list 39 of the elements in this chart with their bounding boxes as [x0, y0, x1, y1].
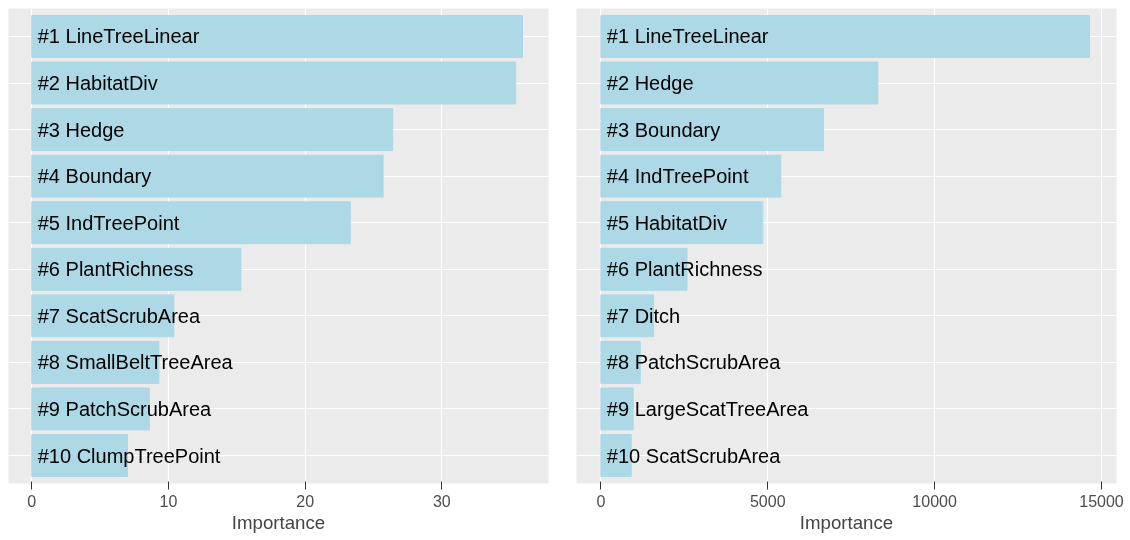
y-tick-label: #5 IndTreePoint [37, 211, 180, 234]
y-tick-label: #2 HabitatDiv [37, 72, 158, 95]
y-tick-label: #8 PatchScrubArea [606, 351, 782, 374]
bar [31, 108, 394, 152]
x-tick-label: 20 [296, 492, 315, 510]
x-axis-title: Importance [231, 511, 326, 533]
x-tick-label: 0 [596, 492, 606, 510]
y-tick-label: #2 Hedge [606, 72, 694, 95]
x-tick-label: 0 [27, 492, 37, 510]
bar [31, 14, 524, 58]
x-axis-title: Importance [799, 511, 894, 533]
y-tick-label: #10 ScatScrubArea [606, 444, 782, 467]
x-tick-label: 5000 [749, 492, 786, 510]
y-tick-label: #9 LargeScatTreeArea [606, 397, 810, 420]
bar [31, 154, 384, 198]
y-tick-label: #3 Hedge [37, 118, 125, 141]
y-tick-label: #3 Boundary [606, 118, 721, 141]
y-tick-label: #4 Boundary [37, 165, 152, 188]
y-tick-label: #9 PatchScrubArea [37, 397, 213, 420]
y-tick-label: #8 SmallBeltTreeArea [37, 351, 234, 374]
y-tick-label: #6 PlantRichness [37, 258, 194, 281]
x-tick-label: 10 [159, 492, 178, 510]
bar [600, 14, 1090, 58]
y-tick-label: #1 LineTreeLinear [37, 25, 200, 48]
bar [31, 61, 517, 105]
y-tick-label: #1 LineTreeLinear [606, 25, 769, 48]
bar [600, 387, 634, 431]
x-tick-label: 15000 [1079, 492, 1124, 510]
bar [600, 108, 824, 152]
y-tick-label: #10 ClumpTreePoint [37, 444, 221, 467]
x-tick-label: 30 [432, 492, 451, 510]
y-tick-label: #7 Ditch [606, 304, 681, 327]
y-tick-label: #6 PlantRichness [606, 258, 763, 281]
y-tick-label: #4 IndTreePoint [606, 165, 749, 188]
x-tick-label: 10000 [912, 492, 957, 510]
bar [600, 61, 879, 105]
bar [31, 201, 351, 245]
y-tick-label: #7 ScatScrubArea [37, 304, 201, 327]
y-tick-label: #5 HabitatDiv [606, 211, 727, 234]
